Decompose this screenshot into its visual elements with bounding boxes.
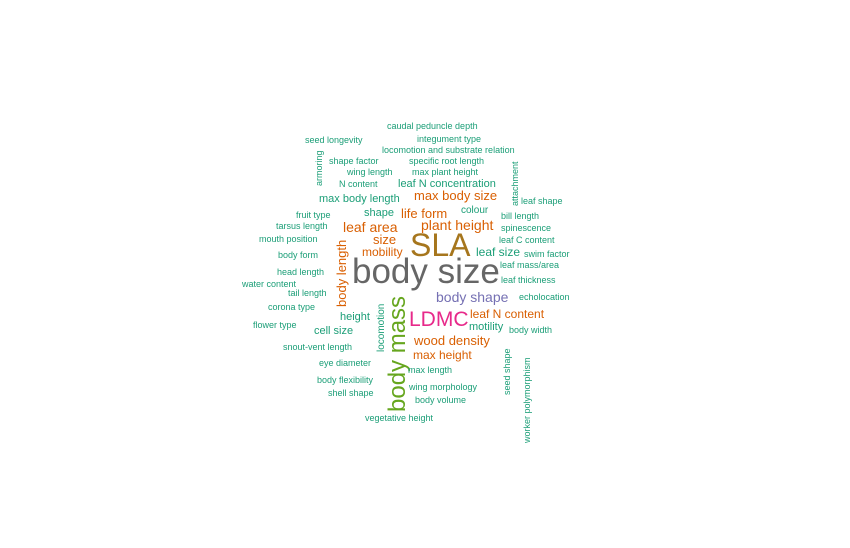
word-plant-height: plant height	[421, 217, 494, 233]
word-leaf-c-content: leaf C content	[499, 235, 555, 245]
word-tail-length: tail length	[288, 288, 327, 298]
word-ldmc: LDMC	[409, 308, 469, 331]
word-flower-type: flower type	[253, 320, 297, 330]
word-seed-longevity: seed longevity	[305, 135, 363, 145]
word-leaf-area: leaf area	[343, 219, 398, 235]
word-fruit-type: fruit type	[296, 210, 331, 220]
word-leaf-shape: leaf shape	[521, 196, 563, 206]
word-max-height: max height	[413, 348, 472, 362]
word-wing-length: wing length	[347, 167, 393, 177]
word-locomotion-and-substrate-relation: locomotion and substrate relation	[382, 145, 515, 155]
word-caudal-peduncle-depth: caudal peduncle depth	[387, 121, 478, 131]
word-body-mass: body mass	[384, 295, 411, 412]
word-leaf-mass-area: leaf mass/area	[500, 260, 560, 270]
word-wood-density: wood density	[414, 333, 490, 348]
word-integument-type: integument type	[417, 134, 482, 144]
word-tarsus-length: tarsus length	[276, 221, 328, 231]
word-worker-polymorphism: worker polymorphism	[522, 357, 532, 443]
word-n-content: N content	[339, 179, 378, 189]
word-body-form: body form	[278, 250, 319, 260]
word-wing-morphology: wing morphology	[409, 382, 478, 392]
word-bill-length: bill length	[501, 211, 540, 221]
word-snout-vent-length: snout-vent length	[283, 342, 353, 352]
word-size: size	[373, 232, 397, 247]
word-leaf-n-concentration: leaf N concentration	[398, 178, 496, 190]
word-leaf-n-content: leaf N content	[470, 307, 545, 321]
word-body-size: body size	[352, 252, 500, 291]
word-vegetative-height: vegetative height	[365, 413, 434, 423]
word-life-form: life form	[401, 206, 448, 221]
word-shape: shape	[364, 207, 394, 219]
word-water-content: water content	[242, 279, 297, 289]
word-max-body-size: max body size	[414, 188, 498, 203]
word-shape-factor: shape factor	[329, 156, 379, 166]
word-leaf-thickness: leaf thickness	[501, 275, 556, 285]
word-body-flexibility: body flexibility	[317, 375, 374, 385]
word-spinescence: spinescence	[501, 223, 552, 233]
word-swim-factor: swim factor	[524, 249, 570, 259]
word-motility: motility	[469, 321, 504, 333]
word-sla: SLA	[410, 227, 471, 263]
word-specific-root-length: specific root length	[409, 156, 485, 166]
word-echolocation: echolocation	[519, 292, 570, 302]
word-mobility: mobility	[362, 245, 403, 259]
word-body-width: body width	[509, 325, 553, 335]
word-body-volume: body volume	[415, 395, 467, 405]
word-max-length: max length	[408, 365, 453, 375]
word-height: height	[340, 311, 370, 323]
word-body-shape: body shape	[436, 289, 509, 305]
word-max-body-length: max body length	[319, 193, 400, 205]
word-shell-shape: shell shape	[328, 388, 374, 398]
word-seed-shape: seed shape	[502, 348, 512, 395]
word-corona-type: corona type	[268, 302, 316, 312]
word-eye-diameter: eye diameter	[319, 358, 372, 368]
word-armoring: armoring	[314, 150, 324, 186]
word-leaf-size: leaf size	[476, 245, 521, 259]
word-mouth-position: mouth position	[259, 234, 318, 244]
word-cell-size: cell size	[314, 325, 354, 337]
word-colour: colour	[461, 205, 489, 216]
word-max-plant-height: max plant height	[412, 167, 479, 177]
word-head-length: head length	[277, 267, 325, 277]
word-body-length: body length	[334, 239, 349, 307]
word-attachment: attachment	[510, 161, 520, 206]
word-locomotion: locomotion	[376, 303, 387, 352]
